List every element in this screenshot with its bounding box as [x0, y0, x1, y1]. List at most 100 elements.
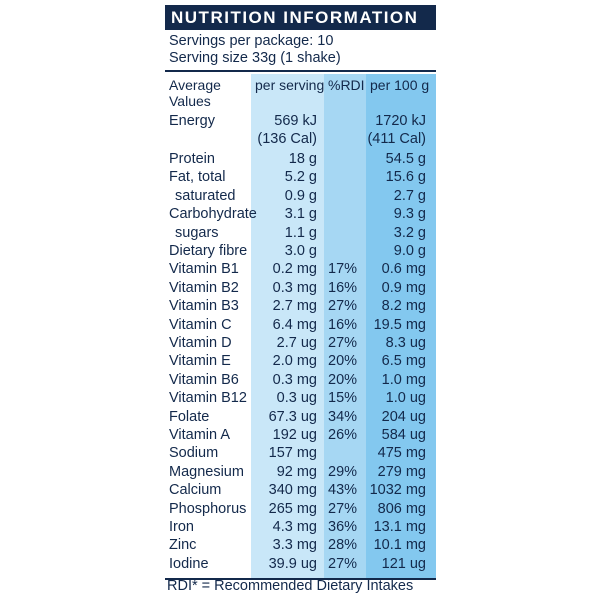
per-100g-value: 10.1 mg — [373, 537, 426, 554]
per-serving-value: 192 ug — [272, 427, 317, 443]
per-serving-value: 0.9 g — [284, 187, 317, 204]
per-100g-value: 54.5 g — [385, 151, 426, 167]
per-serving-value: 1.1 g — [284, 224, 317, 241]
nutrient-name: Vitamin B1 — [169, 261, 239, 278]
per-100g-value: 279 mg — [377, 463, 426, 480]
per-100g-value: 584 ug — [381, 427, 426, 443]
nutrient-name: Sodium — [169, 445, 219, 462]
footer-divider — [165, 578, 436, 580]
per-100g-value: 1.0 mg — [381, 371, 426, 388]
per-100g-value: 9.3 g — [393, 206, 426, 223]
per-100g-value: 1.0 ug — [385, 390, 426, 407]
per-100g-value: 8.2 mg — [381, 298, 426, 315]
per-serving-value: 2.7 mg — [272, 298, 317, 315]
table-row: Iron 4.3 mg 36% 13.1 mg — [165, 518, 436, 536]
rdi-value: 16% — [328, 316, 358, 333]
per-serving-value: 92 mg — [276, 463, 317, 480]
rdi-value: 43% — [328, 482, 358, 499]
nutrient-name: Phosphorus — [169, 500, 247, 517]
per-serving-value: 5.2 g — [284, 169, 317, 186]
per-serving-value: 569 kJ — [274, 113, 317, 129]
table-row: Vitamin B6 0.3 mg 20% 1.0 mg — [165, 371, 436, 389]
table-row: Iodine 39.9 ug 27% 121 ug — [165, 555, 436, 573]
table-row: Vitamin A 192 ug 26% 584 ug — [165, 426, 436, 444]
per-100g-value: 9.0 g — [393, 243, 426, 259]
table-row: Zinc 3.3 mg 28% 10.1 mg — [165, 536, 436, 554]
table-row: Vitamin B3 2.7 mg 27% 8.2 mg — [165, 297, 436, 315]
nutrient-name: Vitamin D — [169, 335, 232, 351]
table-row: Fat, total 5.2 g 15.6 g — [165, 168, 436, 186]
nutrient-name: Calcium — [169, 482, 222, 499]
per-serving-value: 2.0 mg — [272, 353, 317, 370]
table-row: Calcium 340 mg 43% 1032 mg — [165, 481, 436, 499]
per-serving-value: 265 mg — [268, 500, 317, 517]
rdi-value: 20% — [328, 353, 358, 370]
table-row: Sodium 157 mg 475 mg — [165, 444, 436, 462]
nutrient-name: Folate — [169, 408, 210, 425]
table-row: Protein 18 g 54.5 g — [165, 150, 436, 168]
table-row: Vitamin E 2.0 mg 20% 6.5 mg — [165, 352, 436, 370]
per-serving-value: 18 g — [288, 151, 317, 167]
nutrient-name: Vitamin B3 — [169, 298, 239, 315]
per-100g-value: 806 mg — [377, 500, 426, 517]
per-serving-header: per serving — [255, 77, 325, 93]
nutrient-name: Magnesium — [169, 463, 244, 480]
table-row: Vitamin D 2.7 ug 27% 8.3 ug — [165, 334, 436, 352]
rdi-value: 27% — [328, 555, 358, 572]
nutrient-name: Vitamin C — [169, 316, 232, 333]
per-serving-value: 0.2 mg — [272, 261, 317, 278]
rdi-header: %RDI — [328, 77, 365, 93]
table-row: Dietary fibre 3.0 g 9.0 g — [165, 242, 436, 260]
nutrient-name: Vitamin A — [169, 427, 230, 443]
rdi-value: 36% — [328, 519, 358, 535]
per-100g-value: 121 ug — [381, 555, 426, 572]
per-100g-column-bg — [366, 74, 436, 580]
table-row: sugars 1.1 g 3.2 g — [165, 224, 436, 242]
per-100g-value: 1032 mg — [369, 482, 426, 499]
nutrient-name: Vitamin B12 — [169, 390, 247, 407]
nutrition-panel: NUTRITION INFORMATION Servings per packa… — [165, 5, 436, 595]
rdi-value: 27% — [328, 500, 358, 517]
per-100g-value: 0.9 mg — [381, 279, 426, 296]
rdi-value: 29% — [328, 463, 358, 480]
table-row: saturated 0.9 g 2.7 g — [165, 187, 436, 205]
rdi-value: 34% — [328, 408, 358, 425]
table-row: Magnesium 92 mg 29% 279 mg — [165, 463, 436, 481]
nutrient-name: Energy — [169, 113, 215, 129]
rdi-value: 16% — [328, 279, 358, 296]
table-row: Vitamin B1 0.2 mg 17% 0.6 mg — [165, 260, 436, 278]
per-100g-value: 475 mg — [377, 445, 426, 462]
per-serving-value: 3.3 mg — [272, 537, 317, 554]
nutrient-name: Carbohydrate — [169, 206, 257, 223]
per-100g-header: per 100 g — [370, 77, 430, 93]
per-serving-value: 0.3 mg — [272, 279, 317, 296]
table-row: Vitamin B12 0.3 ug 15% 1.0 ug — [165, 389, 436, 407]
serving-size: Serving size 33g (1 shake) — [169, 50, 341, 66]
per-100g-value: 8.3 ug — [385, 335, 426, 351]
rdi-value: 20% — [328, 371, 358, 388]
panel-title: NUTRITION INFORMATION — [165, 5, 436, 30]
table-row: Vitamin C 6.4 mg 16% 19.5 mg — [165, 316, 436, 334]
per-serving-value: 157 mg — [268, 445, 317, 462]
table-row: Phosphorus 265 mg 27% 806 mg — [165, 500, 436, 518]
per-serving-value: 2.7 ug — [276, 335, 317, 351]
energy-row: Energy 569 kJ 1720 kJ — [165, 112, 436, 130]
per-serving-value: (136 Cal) — [257, 131, 317, 147]
per-100g-value: 3.2 g — [393, 224, 426, 241]
per-100g-value: 0.6 mg — [381, 261, 426, 278]
per-100g-value: 2.7 g — [393, 187, 426, 204]
per-serving-column-bg — [251, 74, 324, 580]
per-100g-value: 1720 kJ — [375, 113, 426, 129]
nutrient-name: sugars — [175, 224, 219, 241]
per-serving-value: 0.3 ug — [276, 390, 317, 407]
nutrient-name: Dietary fibre — [169, 243, 248, 259]
per-serving-value: 0.3 mg — [272, 371, 317, 388]
nutrient-name: Fat, total — [169, 169, 226, 186]
rdi-value: 28% — [328, 537, 358, 554]
per-serving-value: 3.0 g — [284, 243, 317, 259]
rdi-value: 17% — [328, 261, 358, 278]
nutrient-name: Iron — [169, 519, 194, 535]
table-row: Carbohydrate 3.1 g 9.3 g — [165, 205, 436, 223]
per-100g-value: 19.5 mg — [373, 316, 426, 333]
nutrient-name: Vitamin E — [169, 353, 231, 370]
